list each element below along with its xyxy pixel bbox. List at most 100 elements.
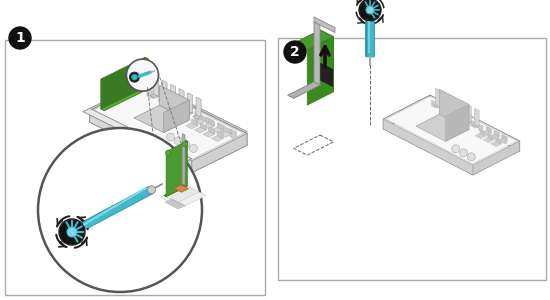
Polygon shape (174, 185, 189, 192)
Polygon shape (158, 93, 166, 105)
Polygon shape (158, 98, 167, 102)
Circle shape (166, 150, 170, 155)
Polygon shape (170, 99, 177, 111)
Polygon shape (192, 115, 201, 119)
Polygon shape (175, 106, 184, 111)
Polygon shape (230, 129, 237, 140)
Polygon shape (173, 203, 182, 208)
Polygon shape (183, 105, 189, 117)
Polygon shape (446, 104, 469, 141)
Circle shape (9, 27, 31, 49)
Polygon shape (170, 84, 175, 105)
Polygon shape (449, 112, 456, 116)
Polygon shape (203, 131, 214, 137)
Polygon shape (217, 131, 223, 138)
Polygon shape (466, 104, 471, 123)
Polygon shape (483, 137, 493, 142)
Polygon shape (451, 96, 456, 115)
Polygon shape (383, 105, 520, 175)
Polygon shape (217, 123, 223, 130)
Circle shape (67, 227, 77, 237)
Polygon shape (145, 81, 247, 134)
Polygon shape (481, 130, 492, 135)
Polygon shape (153, 76, 158, 96)
Circle shape (167, 133, 174, 141)
Polygon shape (164, 100, 189, 133)
Polygon shape (490, 134, 499, 140)
Polygon shape (441, 108, 448, 112)
Polygon shape (185, 140, 187, 186)
Circle shape (452, 145, 460, 153)
Polygon shape (478, 124, 483, 132)
Polygon shape (486, 128, 491, 136)
Circle shape (183, 142, 188, 147)
Polygon shape (196, 97, 201, 117)
Circle shape (38, 128, 202, 292)
Polygon shape (194, 127, 206, 133)
Polygon shape (209, 127, 214, 134)
Circle shape (189, 144, 197, 152)
Polygon shape (166, 186, 199, 202)
Circle shape (129, 72, 140, 82)
Circle shape (460, 149, 467, 157)
Polygon shape (486, 126, 492, 133)
Polygon shape (488, 134, 493, 140)
Polygon shape (170, 202, 179, 206)
Circle shape (131, 74, 138, 80)
Polygon shape (101, 87, 148, 111)
Polygon shape (192, 119, 197, 126)
Polygon shape (145, 83, 247, 146)
Polygon shape (147, 87, 153, 99)
Polygon shape (161, 185, 206, 208)
Polygon shape (184, 111, 192, 115)
Polygon shape (473, 141, 520, 175)
Polygon shape (432, 100, 436, 108)
Polygon shape (194, 119, 206, 124)
Polygon shape (472, 124, 479, 128)
Polygon shape (90, 95, 247, 173)
Polygon shape (164, 185, 187, 196)
Polygon shape (162, 80, 167, 101)
FancyBboxPatch shape (278, 38, 546, 280)
FancyBboxPatch shape (5, 40, 265, 295)
Polygon shape (502, 134, 507, 141)
Polygon shape (186, 123, 197, 129)
Polygon shape (320, 30, 333, 92)
Polygon shape (211, 136, 223, 141)
Circle shape (359, 0, 381, 21)
Polygon shape (494, 132, 499, 140)
Polygon shape (443, 92, 448, 111)
Polygon shape (307, 37, 333, 105)
Polygon shape (439, 89, 469, 129)
Text: 1: 1 (15, 31, 25, 45)
Polygon shape (176, 204, 185, 209)
Polygon shape (164, 199, 174, 203)
Polygon shape (430, 95, 520, 151)
Polygon shape (93, 85, 244, 159)
Polygon shape (200, 123, 206, 130)
Polygon shape (145, 57, 149, 89)
Polygon shape (134, 105, 189, 133)
Polygon shape (218, 123, 225, 134)
Polygon shape (211, 127, 223, 133)
Polygon shape (150, 94, 158, 98)
Polygon shape (194, 111, 201, 123)
Polygon shape (220, 131, 232, 137)
Polygon shape (226, 127, 232, 134)
Polygon shape (314, 17, 335, 33)
Circle shape (147, 186, 156, 194)
Polygon shape (179, 88, 184, 109)
Text: 2: 2 (290, 45, 300, 59)
Polygon shape (90, 83, 145, 122)
Circle shape (468, 153, 475, 161)
Polygon shape (455, 112, 460, 120)
Circle shape (59, 219, 85, 245)
Polygon shape (433, 104, 440, 108)
Polygon shape (168, 200, 177, 205)
Polygon shape (182, 134, 185, 185)
Polygon shape (101, 57, 145, 109)
Circle shape (366, 6, 374, 14)
Polygon shape (475, 108, 479, 127)
Polygon shape (294, 30, 333, 50)
Polygon shape (188, 93, 192, 113)
